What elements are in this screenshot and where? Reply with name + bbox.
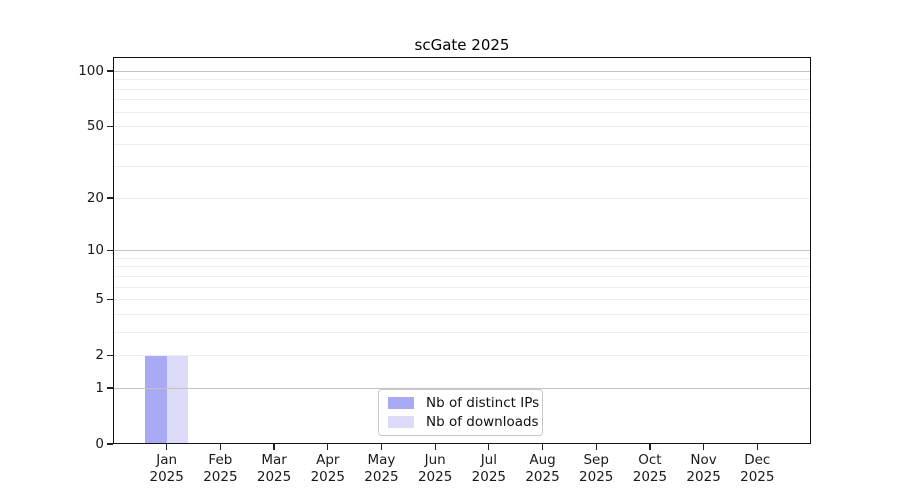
y-tick-label: 20 <box>86 189 104 206</box>
y-tick-label: 5 <box>95 291 104 308</box>
x-tick-year: 2025 <box>310 468 345 485</box>
x-tick <box>595 444 597 450</box>
gridline-minor <box>113 355 811 357</box>
x-tick-month: Oct <box>638 452 662 468</box>
x-tick-year: 2025 <box>686 468 721 485</box>
x-tick <box>702 444 705 450</box>
x-tick-label: Dec 2025 <box>712 452 802 485</box>
y-tick <box>107 298 113 300</box>
x-tick-year: 2025 <box>740 468 775 485</box>
legend: Nb of distinct IPs Nb of downloads <box>378 389 543 436</box>
bar-nb-of-distinct-ips-jan <box>145 355 167 444</box>
y-tick-label: 10 <box>86 242 104 259</box>
gridline-minor <box>113 166 811 168</box>
gridline-minor <box>113 143 811 145</box>
x-tick-label: Apr 2025 <box>283 452 373 485</box>
gridline-minor <box>113 111 811 113</box>
x-tick-month: Jun <box>424 452 446 468</box>
x-tick-month: Mar <box>261 452 287 468</box>
x-tick <box>380 444 383 450</box>
gridline-minor <box>113 266 811 268</box>
x-tick-label: Oct 2025 <box>605 452 695 485</box>
y-tick <box>107 249 113 251</box>
y-tick <box>107 443 113 445</box>
x-tick-month: Aug <box>529 452 556 468</box>
gridline-minor <box>113 331 811 333</box>
x-tick-label: Sep 2025 <box>551 452 641 485</box>
y-tick-label: 1 <box>95 379 104 396</box>
x-tick-year: 2025 <box>149 468 184 485</box>
x-tick-label: Aug 2025 <box>498 452 588 485</box>
gridline-minor <box>113 257 811 259</box>
legend-item-downloads: Nb of downloads <box>388 414 539 430</box>
y-tick <box>107 125 113 127</box>
gridline-minor <box>113 126 811 128</box>
y-tick-label: 0 <box>95 436 104 452</box>
x-tick-year: 2025 <box>417 468 453 485</box>
x-tick <box>327 444 329 450</box>
x-tick-label: Feb 2025 <box>175 452 265 485</box>
x-tick-label: Nov 2025 <box>659 452 749 485</box>
x-tick <box>488 444 490 450</box>
x-tick <box>219 444 222 450</box>
gridline-minor <box>113 88 811 90</box>
legend-label-downloads: Nb of downloads <box>426 414 539 430</box>
gridline-minor <box>113 197 811 199</box>
x-tick-month: Apr <box>316 452 340 468</box>
x-tick-month: Jul <box>480 452 497 468</box>
x-tick-label: Jan 2025 <box>122 452 212 485</box>
x-tick-month: Feb <box>208 452 233 468</box>
x-tick <box>273 444 275 450</box>
gridline-minor <box>113 299 811 301</box>
x-tick-year: 2025 <box>525 468 560 485</box>
y-tick-label: 100 <box>78 62 104 79</box>
x-tick-month: Nov <box>690 452 717 468</box>
gridline-minor <box>113 275 811 277</box>
x-tick-year: 2025 <box>256 468 292 485</box>
gridline-major <box>113 387 811 389</box>
legend-swatch-distinct-ips <box>388 397 414 409</box>
legend-item-distinct-ips: Nb of distinct IPs <box>388 395 539 411</box>
x-tick-label: Mar 2025 <box>229 452 319 485</box>
gridline-major <box>113 250 811 252</box>
y-tick <box>107 70 113 72</box>
x-tick-label: Jun 2025 <box>390 452 480 485</box>
x-tick-year: 2025 <box>632 468 668 485</box>
x-tick-month: Sep <box>583 452 609 468</box>
chart-title: scGate 2025 <box>414 36 510 54</box>
gridline-major <box>113 70 811 72</box>
legend-label-distinct-ips: Nb of distinct IPs <box>426 395 540 411</box>
y-tick-label: 2 <box>95 347 104 364</box>
y-tick-label: 50 <box>86 118 104 135</box>
x-tick <box>434 444 436 450</box>
x-tick <box>166 444 168 450</box>
x-tick-month: May <box>367 452 396 468</box>
y-tick <box>107 354 113 356</box>
x-tick-month: Dec <box>744 452 771 468</box>
legend-swatch-downloads <box>388 416 414 428</box>
y-tick <box>107 197 113 199</box>
x-tick-year: 2025 <box>203 468 238 485</box>
x-tick-year: 2025 <box>579 468 614 485</box>
x-tick-year: 2025 <box>471 468 507 485</box>
x-tick-month: Jan <box>156 452 178 468</box>
x-tick-year: 2025 <box>364 468 399 485</box>
plot-area <box>113 57 811 444</box>
x-tick <box>649 444 651 450</box>
gridline-minor <box>113 313 811 315</box>
x-tick-label: Jul 2025 <box>444 452 534 485</box>
x-tick-label: May 2025 <box>336 452 426 485</box>
x-tick <box>756 444 758 450</box>
y-tick <box>107 387 113 389</box>
gridline-minor <box>113 79 811 81</box>
gridline-minor <box>113 99 811 101</box>
bar-nb-of-downloads-jan <box>166 355 189 444</box>
x-tick <box>541 444 544 450</box>
gridline-minor <box>113 286 811 288</box>
